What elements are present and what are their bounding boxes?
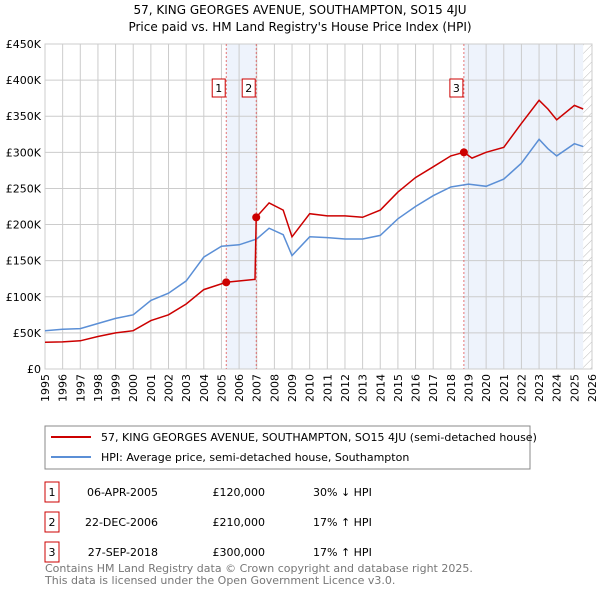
sale-badge-label: 3 [453,82,460,95]
x-tick-label: 1995 [39,374,52,402]
x-tick-label: 1998 [92,374,105,402]
row-number: 1 [49,486,56,499]
sale-price: £210,000 [213,516,266,529]
y-tick-label: £250K [6,182,42,195]
sale-point-3 [459,148,468,157]
legend-property: 57, KING GEORGES AVENUE, SOUTHAMPTON, SO… [101,431,537,444]
sale-price: £300,000 [213,546,266,559]
x-tick-label: 2005 [215,374,228,402]
x-tick-label: 2008 [268,374,281,402]
x-tick-label: 2000 [127,374,140,402]
x-tick-label: 1996 [57,374,70,402]
sale-badge-1 [211,78,226,98]
row-number: 2 [49,516,56,529]
x-tick-label: 2003 [180,374,193,402]
x-tick-label: 2011 [321,374,334,402]
hpi-comparison: 30% ↓ HPI [313,486,372,499]
y-tick-label: £350K [6,110,42,123]
x-tick-label: 2025 [568,374,581,402]
x-tick-label: 2019 [462,374,475,402]
y-tick-label: £300K [6,146,42,159]
x-tick-label: 1997 [74,374,87,402]
x-tick-label: 2004 [198,374,211,402]
y-tick-label: £150K [6,255,42,268]
future-hatch [583,44,592,369]
legend-hpi: HPI: Average price, semi-detached house,… [101,451,409,464]
sale-point-1 [222,278,231,287]
sale-date: 06-APR-2005 [87,486,158,499]
sale-badge-2 [241,78,256,98]
sale-date: 22-DEC-2006 [85,516,158,529]
x-tick-label: 2012 [339,374,352,402]
x-tick-label: 2014 [374,374,387,402]
x-tick-label: 2016 [410,374,423,402]
x-tick-label: 1999 [110,374,123,402]
y-tick-label: £200K [6,219,42,232]
x-tick-label: 2007 [251,374,264,402]
shaded-period-1 [226,44,257,369]
x-tick-label: 2020 [480,374,493,402]
x-tick-label: 2021 [498,374,511,402]
y-tick-label: £400K [6,74,42,87]
x-tick-label: 2018 [445,374,458,402]
chart-title: 57, KING GEORGES AVENUE, SOUTHAMPTON, SO… [133,3,466,17]
footer-copyright: Contains HM Land Registry data © Crown c… [45,562,473,575]
x-tick-label: 2002 [163,374,176,402]
plot-border [44,43,593,370]
x-tick-label: 2017 [427,374,440,402]
legend: 57, KING GEORGES AVENUE, SOUTHAMPTON, SO… [44,425,537,470]
x-tick-label: 2026 [586,374,599,402]
y-tick-label: £0 [27,363,41,376]
sale-badge-label: 2 [245,82,252,95]
chart-subtitle: Price paid vs. HM Land Registry's House … [128,20,471,34]
x-tick-label: 2023 [533,374,546,402]
row-badge [44,511,60,533]
sale-badge-label: 1 [215,82,222,95]
row-badge [44,481,60,503]
sales-table: 1 06-APR-2005 £120,000 30% ↓ HPI 2 22-DEC-200… [44,481,372,563]
x-tick-label: 2010 [304,374,317,402]
hpi-comparison: 17% ↑ HPI [313,546,372,559]
sale-badge-3 [449,78,464,98]
hpi-line [44,138,584,332]
row-number: 3 [49,546,56,559]
sale-price: £120,000 [213,486,266,499]
x-tick-label: 2006 [233,374,246,402]
property-price-line [44,99,584,344]
hpi-comparison: 17% ↑ HPI [313,516,372,529]
y-tick-label: £100K [6,291,42,304]
sale-date: 27-SEP-2018 [88,546,158,559]
x-tick-label: 2013 [357,374,370,402]
x-tick-label: 2022 [515,374,528,402]
x-tick-label: 2001 [145,374,158,402]
shaded-period-2 [463,44,584,369]
footer-licence: This data is licensed under the Open Gov… [44,574,395,587]
x-tick-label: 2015 [392,374,405,402]
row-badge [44,541,60,563]
x-tick-label: 2009 [286,374,299,402]
y-tick-label: £450K [6,38,42,51]
y-tick-label: £50K [13,327,42,340]
x-tick-label: 2024 [551,374,564,402]
sale-point-2 [252,213,261,222]
